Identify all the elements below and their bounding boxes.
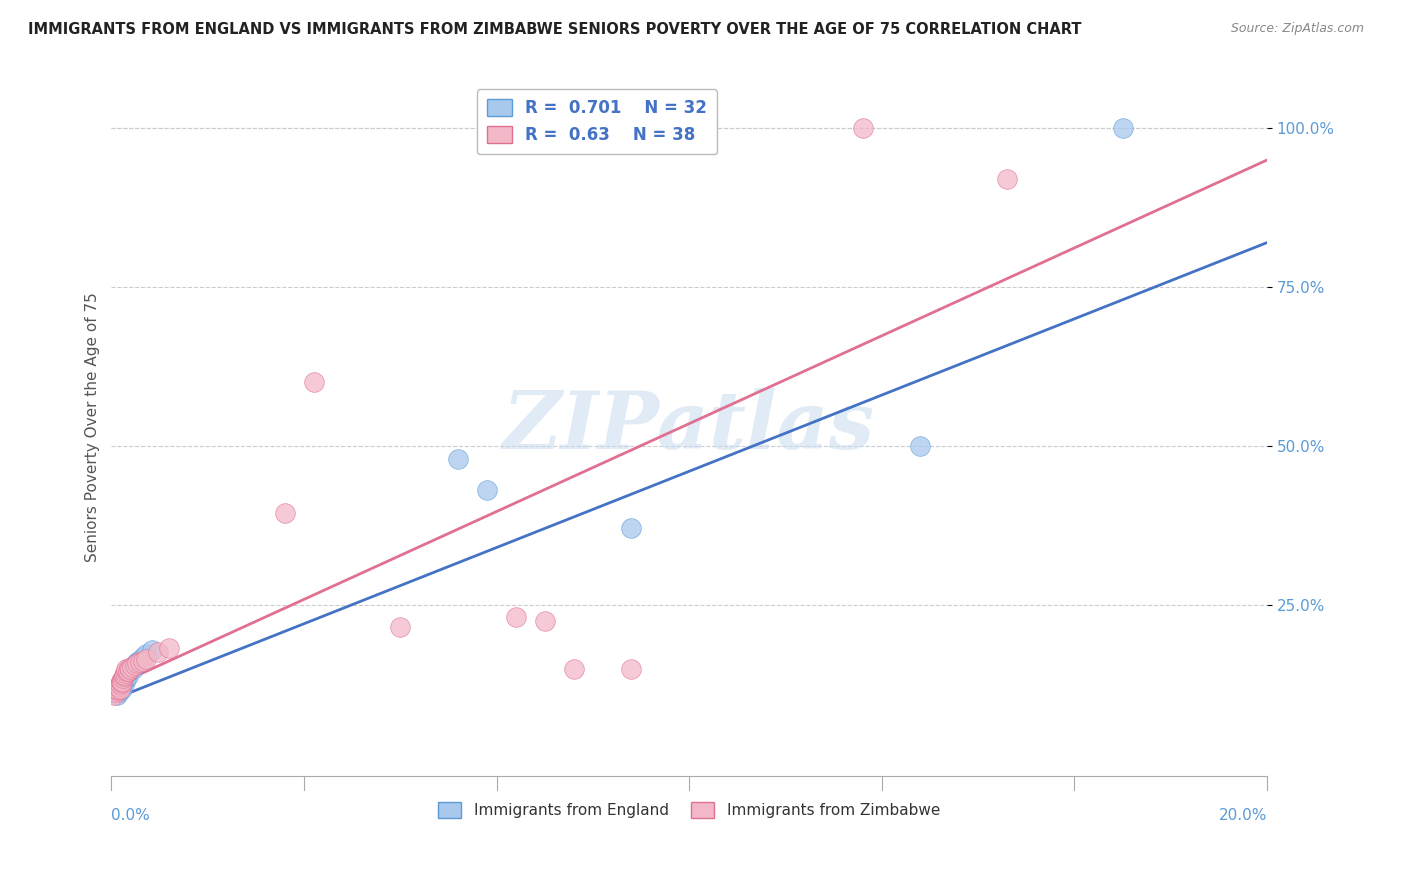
Point (104, 685, 127, 699)
Point (146, 645, 169, 659)
Point (562, 663, 585, 677)
Point (108, 677, 131, 691)
Point (112, 673, 135, 688)
Point (112, 673, 135, 687)
Text: 0.0%: 0.0% (111, 807, 150, 822)
Point (112, 667, 135, 681)
Point (851, 121, 873, 136)
Text: Source: ZipAtlas.com: Source: ZipAtlas.com (1230, 22, 1364, 36)
Point (111, 679, 134, 693)
Point (110, 675, 132, 690)
Point (111, 681, 134, 696)
Point (127, 656, 149, 670)
Point (447, 451, 470, 466)
Text: IMMIGRANTS FROM ENGLAND VS IMMIGRANTS FROM ZIMBABWE SENIORS POVERTY OVER THE AGE: IMMIGRANTS FROM ENGLAND VS IMMIGRANTS FR… (28, 22, 1081, 37)
Point (105, 683, 128, 698)
Point (118, 665, 141, 679)
Point (995, 172, 1018, 186)
Point (157, 640, 180, 655)
Point (115, 663, 138, 677)
Point (108, 680, 131, 694)
Point (105, 688, 128, 702)
Point (533, 614, 555, 628)
Y-axis label: Seniors Poverty Over the Age of 75: Seniors Poverty Over the Age of 75 (86, 292, 100, 562)
Point (121, 660, 143, 674)
Point (274, 506, 297, 520)
Legend: Immigrants from England, Immigrants from Zimbabwe: Immigrants from England, Immigrants from… (432, 797, 946, 824)
Point (125, 656, 148, 670)
Point (122, 663, 145, 677)
Point (108, 681, 131, 696)
Point (103, 688, 125, 702)
Point (110, 673, 132, 688)
Point (475, 483, 498, 498)
Point (118, 661, 141, 675)
Point (110, 677, 132, 691)
Point (389, 620, 412, 634)
Point (135, 651, 157, 665)
Point (118, 663, 141, 677)
Point (114, 675, 136, 690)
Point (620, 663, 643, 677)
Point (115, 665, 138, 679)
Point (114, 666, 136, 681)
Point (129, 655, 152, 669)
Point (115, 667, 138, 681)
Point (141, 643, 163, 657)
Point (127, 655, 149, 669)
Point (117, 665, 139, 679)
Point (132, 649, 155, 664)
Point (129, 653, 152, 667)
Point (135, 647, 157, 661)
Point (1111, 121, 1133, 136)
Point (108, 679, 131, 693)
Point (505, 610, 527, 624)
Point (121, 660, 143, 674)
Point (111, 671, 134, 685)
Point (124, 658, 146, 673)
Point (112, 669, 135, 683)
Point (107, 681, 129, 696)
Point (111, 675, 134, 690)
Point (111, 675, 134, 690)
Point (120, 661, 142, 675)
Point (111, 673, 134, 687)
Text: ZIPatlas: ZIPatlas (503, 388, 876, 466)
Point (107, 680, 129, 694)
Point (105, 683, 128, 698)
Point (108, 685, 131, 699)
Point (124, 658, 146, 673)
Point (132, 654, 155, 668)
Point (118, 663, 141, 677)
Point (117, 669, 139, 683)
Point (910, 439, 932, 453)
Point (105, 681, 128, 696)
Point (302, 376, 325, 390)
Text: 20.0%: 20.0% (1219, 807, 1267, 822)
Point (115, 671, 138, 685)
Point (620, 521, 643, 535)
